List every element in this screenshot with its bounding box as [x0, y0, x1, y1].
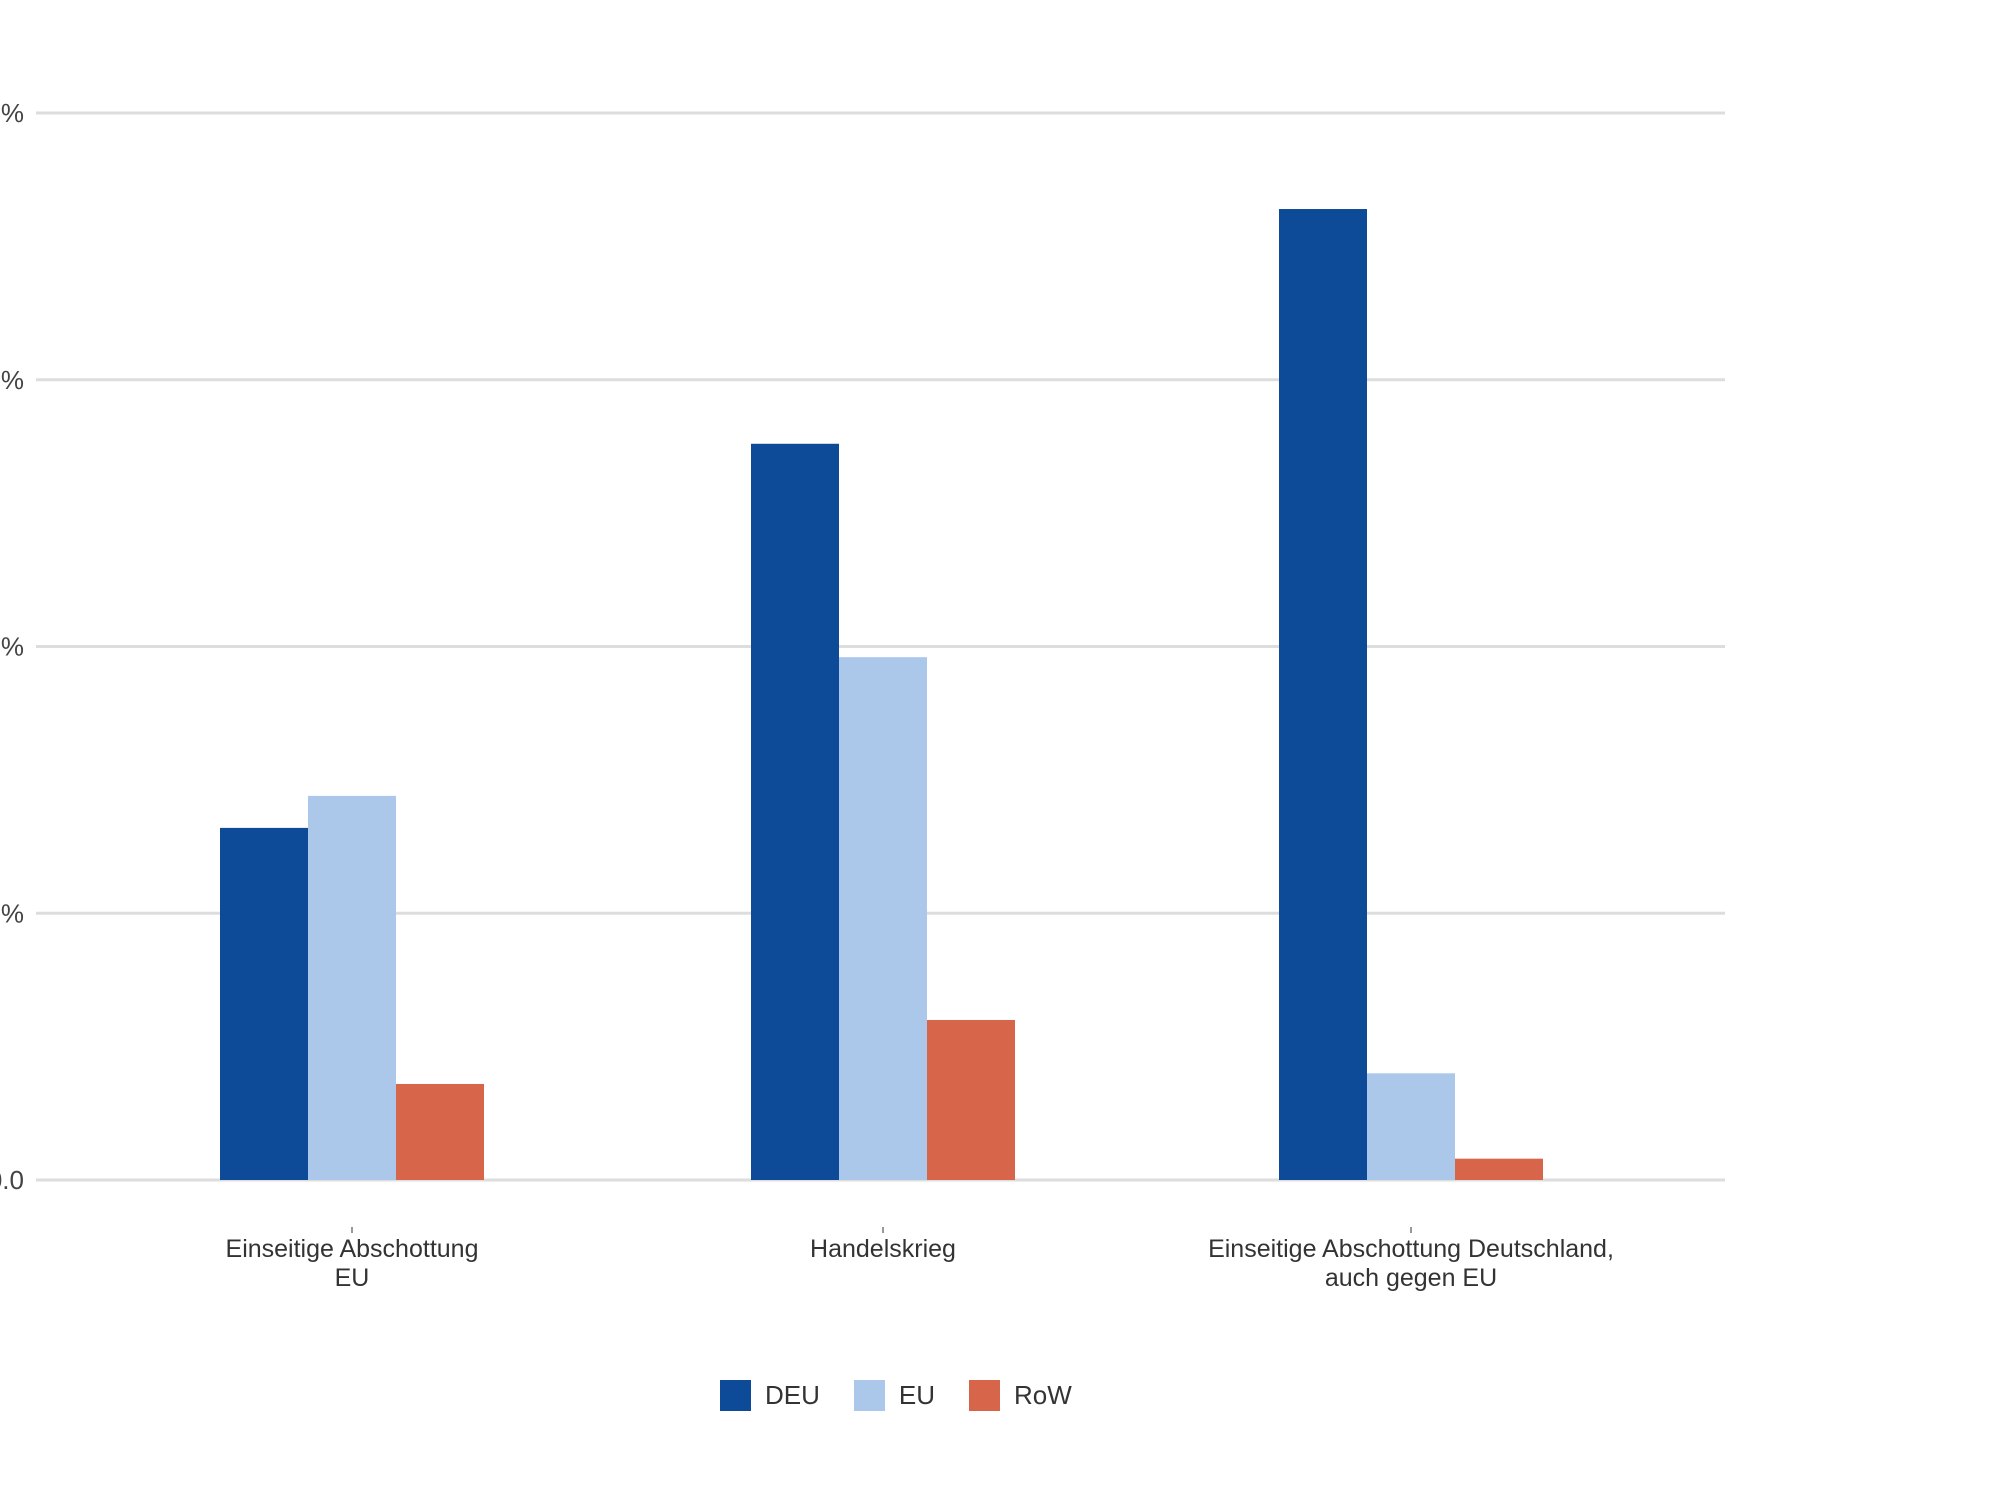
legend-label-eu: EU	[898, 1380, 936, 1410]
x-category-label: Handelskrieg	[810, 1235, 956, 1263]
bar-deu-1	[220, 827, 308, 1180]
bar-deu-3	[1279, 209, 1367, 1180]
legend-item-row: RoW	[969, 1380, 1072, 1411]
bar-eu-1	[308, 795, 396, 1180]
legend: DEU EU RoW	[720, 1380, 1086, 1411]
bar-row-2	[927, 1019, 1015, 1180]
bar-deu-2	[751, 443, 839, 1180]
legend-swatch-deu	[720, 1380, 751, 1411]
y-tick-label: %	[1, 898, 24, 928]
x-category-label: Einseitige Abschottung	[226, 1235, 479, 1263]
y-tick-label: 0.0	[0, 1165, 24, 1195]
x-category-label: Einseitige Abschottung Deutschland,	[1208, 1235, 1614, 1263]
bar-eu-3	[1367, 1073, 1455, 1180]
x-category-label: EU	[335, 1264, 370, 1292]
legend-swatch-eu	[853, 1380, 885, 1411]
legend-item-eu: EU	[853, 1380, 936, 1411]
legend-swatch-row	[969, 1380, 1001, 1411]
bars	[220, 209, 1543, 1180]
legend-label-deu: DEU	[765, 1380, 820, 1410]
legend-item-deu: DEU	[720, 1380, 820, 1411]
legend-label-row: RoW	[1014, 1380, 1072, 1410]
bar-eu-2	[839, 657, 927, 1180]
y-tick-label: %	[1, 632, 24, 662]
y-axis-ticks: 0.0%%%%	[0, 98, 24, 1195]
bar-row-3	[1455, 1158, 1543, 1180]
x-category-label: auch gegen EU	[1325, 1264, 1497, 1292]
y-tick-label: %	[1, 98, 24, 128]
bar-row-1	[396, 1083, 484, 1180]
y-tick-label: %	[1, 365, 24, 395]
